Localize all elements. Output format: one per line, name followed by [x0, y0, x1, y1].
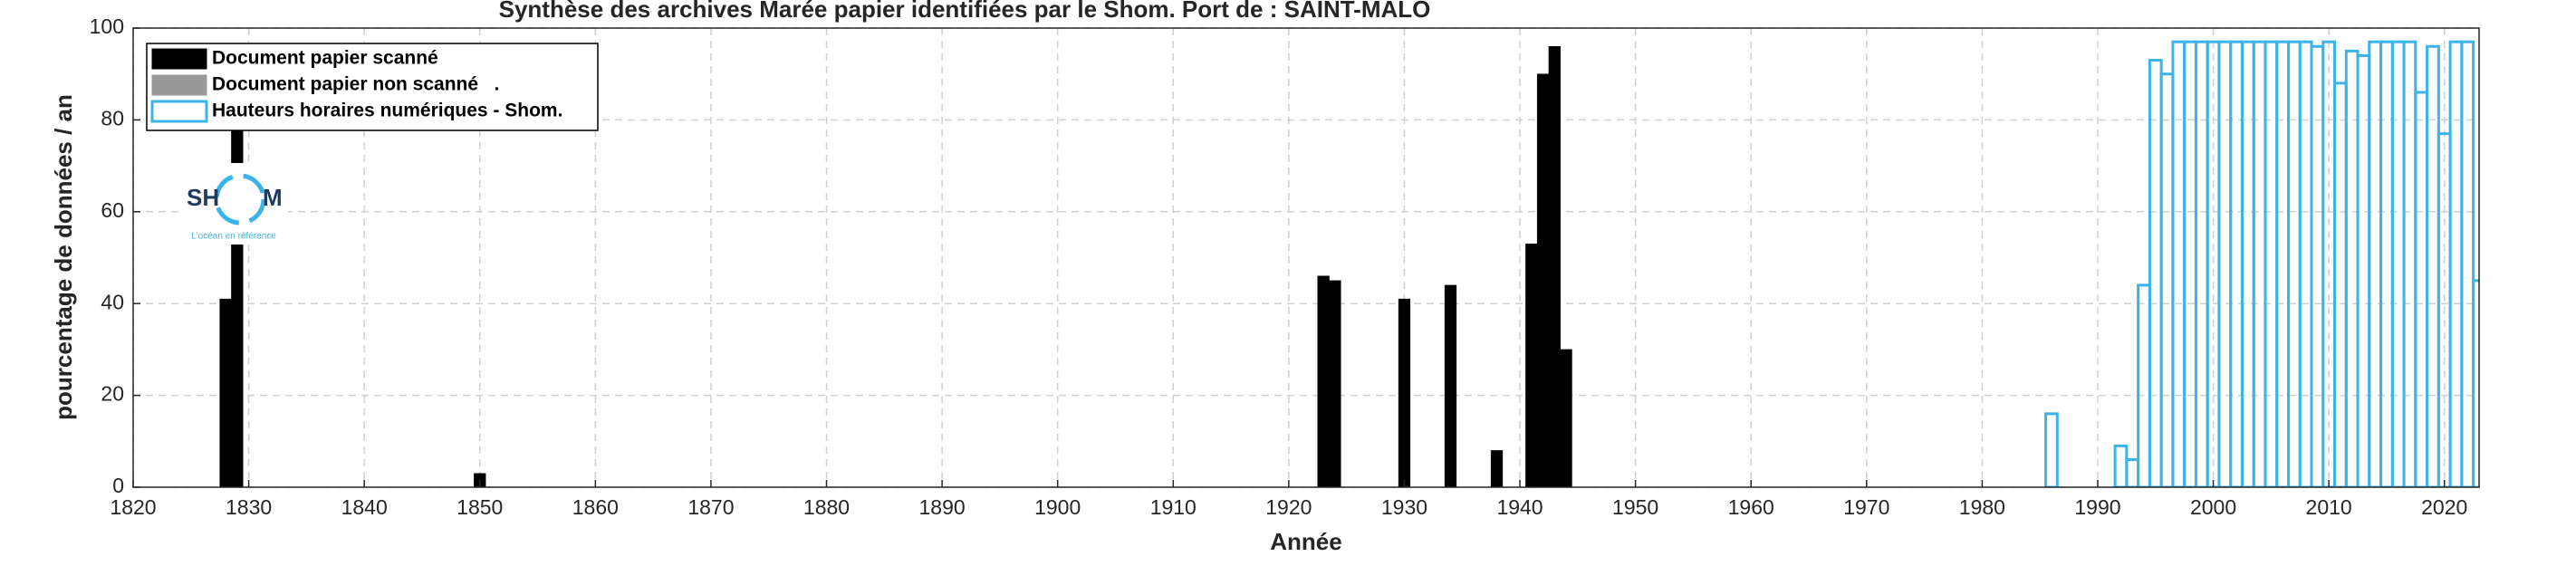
logo-text: M — [263, 184, 283, 211]
y-tick-label: 60 — [101, 198, 124, 222]
x-tick-label: 1960 — [1728, 495, 1774, 519]
logo-ring — [214, 173, 266, 225]
bar — [1490, 450, 1504, 487]
x-tick-label: 2000 — [2190, 495, 2236, 519]
logo-background — [179, 163, 288, 245]
legend-label: Document papier scanné — [212, 48, 438, 69]
x-tick-label: 1890 — [919, 495, 966, 519]
y-tick-label: 100 — [90, 14, 124, 38]
y-tick-label: 20 — [101, 382, 124, 406]
x-tick-label: 1870 — [687, 495, 734, 519]
x-tick-label: 1900 — [1034, 495, 1081, 519]
legend-swatch — [150, 100, 208, 123]
legend: Document papier scanné Document papier no… — [146, 43, 599, 131]
bar — [2460, 40, 2475, 487]
x-tick-label: 1930 — [1381, 495, 1427, 519]
x-tick-label: 1860 — [572, 495, 619, 519]
bar — [1444, 284, 1457, 487]
bar — [1329, 280, 1341, 487]
x-tick-label: 1950 — [1612, 495, 1658, 519]
x-tick-label: 1990 — [2074, 495, 2120, 519]
legend-box — [146, 43, 599, 131]
legend-label: Document papier non scanné . — [212, 74, 499, 95]
bar — [1560, 349, 1572, 487]
bar — [1398, 298, 1411, 487]
y-tick-label: 80 — [101, 106, 124, 130]
x-tick-label: 1850 — [457, 495, 503, 519]
bar — [1317, 275, 1330, 487]
x-tick-label: 1820 — [110, 495, 156, 519]
x-tick-label: 1880 — [803, 495, 850, 519]
bar — [219, 298, 232, 487]
legend-label: Hauteurs horaires numériques - Shom. — [212, 101, 562, 121]
x-tick-label: 2010 — [2306, 495, 2352, 519]
bar — [1548, 46, 1561, 487]
bar — [2044, 412, 2059, 487]
bar — [1536, 73, 1550, 487]
chart-title: Synthèse des archives Marée papier ident… — [499, 0, 1431, 23]
x-tick-label: 1980 — [1959, 495, 2005, 519]
y-axis-label: pourcentage de données / an — [50, 94, 77, 420]
plot-frame — [132, 27, 2480, 488]
x-tick-label: 2020 — [2421, 495, 2467, 519]
x-tick-label: 1830 — [226, 495, 272, 519]
y-tick-label: 0 — [112, 474, 124, 497]
logo-tagline: L'océan en référence — [191, 232, 276, 242]
legend-swatch — [151, 48, 207, 70]
x-tick-label: 1910 — [1150, 495, 1197, 519]
bar — [1525, 244, 1538, 487]
logo: SH M L'océan en référence — [179, 163, 288, 245]
logo-text: SH — [187, 184, 219, 211]
x-tick-label: 1940 — [1496, 495, 1543, 519]
x-tick-label: 1920 — [1265, 495, 1312, 519]
legend-swatch — [151, 74, 207, 96]
x-tick-label: 1840 — [341, 495, 388, 519]
x-tick-label: 1970 — [1843, 495, 1889, 519]
y-tick-label: 40 — [101, 290, 124, 313]
x-axis-label: Année — [1270, 528, 1341, 555]
